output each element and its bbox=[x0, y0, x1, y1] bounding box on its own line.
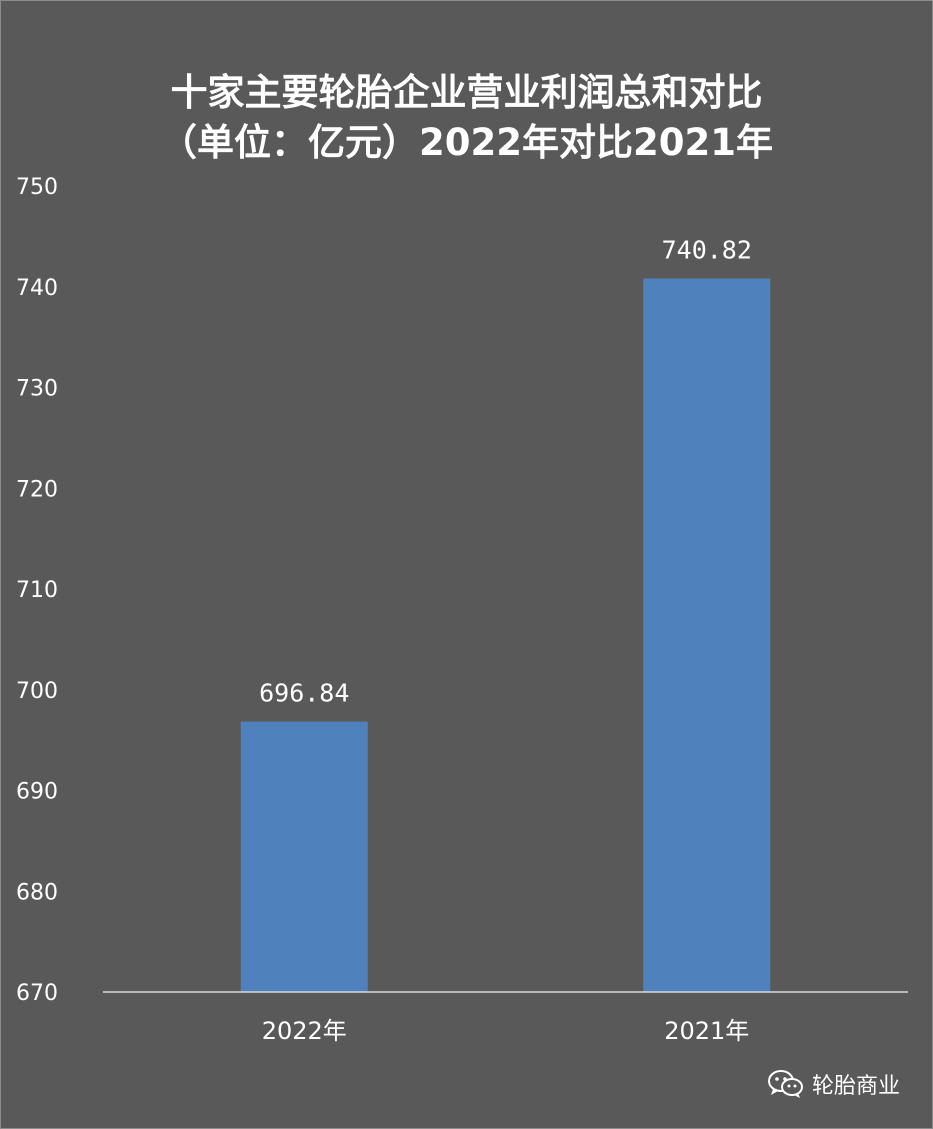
y-tick-label: 740 bbox=[16, 276, 58, 301]
y-tick-label: 750 bbox=[16, 175, 58, 200]
watermark: 轮胎商业 bbox=[766, 1068, 900, 1100]
data-label: 740.82 bbox=[662, 235, 752, 264]
watermark-text: 轮胎商业 bbox=[812, 1074, 901, 1099]
y-tick-label: 690 bbox=[16, 780, 58, 805]
x-tick-label: 2022年 bbox=[262, 1017, 347, 1045]
chart-subtitle: （单位：亿元）2022年对比2021年 bbox=[160, 121, 773, 164]
bar-1 bbox=[643, 278, 771, 992]
y-tick-label: 680 bbox=[16, 880, 58, 905]
y-tick-label: 720 bbox=[16, 477, 58, 502]
y-tick-label: 700 bbox=[16, 679, 58, 704]
chart-title: 十家主要轮胎企业营业利润总和对比 bbox=[170, 71, 763, 114]
y-tick-label: 730 bbox=[16, 377, 58, 402]
wechat-icon bbox=[768, 1070, 803, 1098]
x-tick-label: 2021年 bbox=[664, 1017, 749, 1045]
chart-title-block: 十家主要轮胎企业营业利润总和对比 （单位：亿元）2022年对比2021年 bbox=[0, 68, 933, 168]
bar-0 bbox=[240, 721, 368, 992]
y-tick-label: 670 bbox=[16, 981, 58, 1006]
y-tick-label: 710 bbox=[16, 578, 58, 603]
data-label: 696.84 bbox=[259, 679, 349, 708]
